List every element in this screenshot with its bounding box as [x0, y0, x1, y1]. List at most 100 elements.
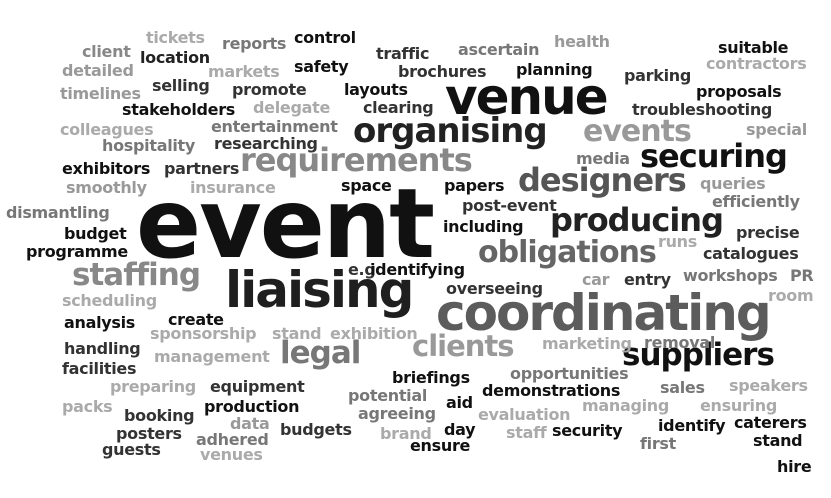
word-marketing: marketing [542, 334, 632, 353]
word-agreeing: agreeing [358, 404, 436, 423]
word-analysis: analysis [64, 313, 136, 332]
word-runs: runs [658, 232, 697, 251]
word-reports: reports [222, 34, 287, 53]
word-removal: removal [644, 333, 716, 352]
word-day: day [444, 420, 476, 439]
word-create: create [168, 310, 224, 329]
word-car: car [582, 270, 610, 289]
word-control: control [294, 28, 356, 47]
word-layouts: layouts [344, 80, 408, 99]
word-selling: selling [152, 76, 210, 95]
word-researching: researching [214, 134, 318, 153]
word-producing: producing [550, 201, 724, 239]
word-booking: booking [124, 406, 195, 425]
word-insurance: insurance [190, 178, 276, 197]
word-coordinating: coordinating [436, 284, 772, 342]
word-sales: sales [660, 378, 705, 397]
word-budgets: budgets [280, 420, 352, 439]
word-entertainment: entertainment [211, 117, 338, 136]
word-including: including [443, 217, 524, 236]
word-client: client [82, 42, 131, 61]
word-evaluation: evaluation [478, 405, 571, 424]
word-managing: managing [582, 396, 670, 415]
word-post-event: post-event [462, 196, 557, 215]
word-securing: securing [640, 137, 788, 175]
word-ensuring: ensuring [700, 396, 777, 415]
word-exhibitors: exhibitors [62, 159, 151, 178]
word-ascertain: ascertain [458, 40, 540, 59]
word-equipment: equipment [210, 377, 305, 396]
word-suitable: suitable [718, 38, 789, 57]
word-liaising: liaising [225, 261, 414, 319]
word-planning: planning [516, 60, 593, 79]
word-detailed: detailed [62, 61, 134, 80]
word-designers: designers [518, 161, 687, 199]
word-special: special [746, 120, 807, 139]
word-partners: partners [164, 159, 240, 178]
word-traffic: traffic [376, 44, 430, 63]
word-posters: posters [116, 424, 182, 443]
word-exhibition: exhibition [330, 324, 418, 343]
word-venue: venue [445, 68, 609, 126]
word-smoothly: smoothly [66, 178, 147, 197]
word-production: production [204, 397, 300, 416]
word-opportunities: opportunities [510, 364, 629, 383]
word-queries: queries [700, 174, 766, 193]
word-venues: venues [200, 445, 263, 464]
word-scheduling: scheduling [62, 291, 157, 310]
word-promote: promote [232, 80, 307, 99]
word-colleagues: colleagues [60, 120, 154, 139]
word-event: event [136, 168, 435, 280]
word-stakeholders: stakeholders [122, 100, 236, 119]
word-caterers: caterers [734, 413, 807, 432]
word-media: media [576, 149, 630, 168]
word-staff: staff [506, 423, 547, 442]
word-events: events [583, 114, 692, 149]
word-packs: packs [62, 397, 113, 416]
word-contractors: contractors [706, 54, 807, 73]
word-delegate: delegate [253, 98, 330, 117]
word-overseeing: overseeing [446, 279, 543, 298]
word-first: first [640, 434, 677, 453]
word-requirements: requirements [240, 141, 473, 179]
word-clients: clients [412, 329, 515, 363]
word-organising: organising [353, 111, 548, 151]
word-parking: parking [624, 66, 692, 85]
word-demonstrations: demonstrations [482, 381, 621, 400]
word-programme: programme [26, 242, 128, 261]
word-hire: hire [777, 457, 812, 476]
word-room: room [768, 286, 814, 305]
word-legal: legal [280, 335, 361, 371]
word-guests: guests [102, 440, 161, 459]
word-dismantling: dismantling [6, 203, 110, 222]
word-tickets: tickets [146, 28, 205, 47]
word-space: space [341, 176, 392, 195]
word-brochures: brochures [398, 62, 487, 81]
word-obligations: obligations [478, 235, 657, 270]
word-speakers: speakers [729, 376, 808, 395]
word-clearing: clearing [363, 98, 434, 117]
word-budget: budget [64, 224, 127, 243]
word-adhered: adhered [196, 430, 269, 449]
word-handling: handling [64, 339, 141, 358]
word-stand: stand [272, 324, 322, 343]
word-timelines: timelines [60, 84, 141, 103]
word-identify: identify [658, 416, 726, 435]
word-entry: entry [624, 270, 671, 289]
word-e-g: e.g [348, 260, 376, 279]
word-papers: papers [444, 176, 505, 195]
word-precise: precise [736, 223, 800, 242]
word-markets: markets [208, 62, 280, 81]
word-data: data [230, 414, 270, 433]
word-sponsorship: sponsorship [150, 324, 257, 343]
word-aid: aid [446, 393, 473, 412]
word-staffing: staffing [72, 257, 201, 293]
word-proposals: proposals [696, 82, 782, 101]
word-identifying: identifying [370, 260, 465, 279]
word-troubleshooting: troubleshooting [632, 100, 773, 119]
word-preparing: preparing [110, 377, 196, 396]
word-hospitality: hospitality [102, 136, 196, 155]
word-safety: safety [294, 57, 349, 76]
word-stand: stand [753, 431, 803, 450]
